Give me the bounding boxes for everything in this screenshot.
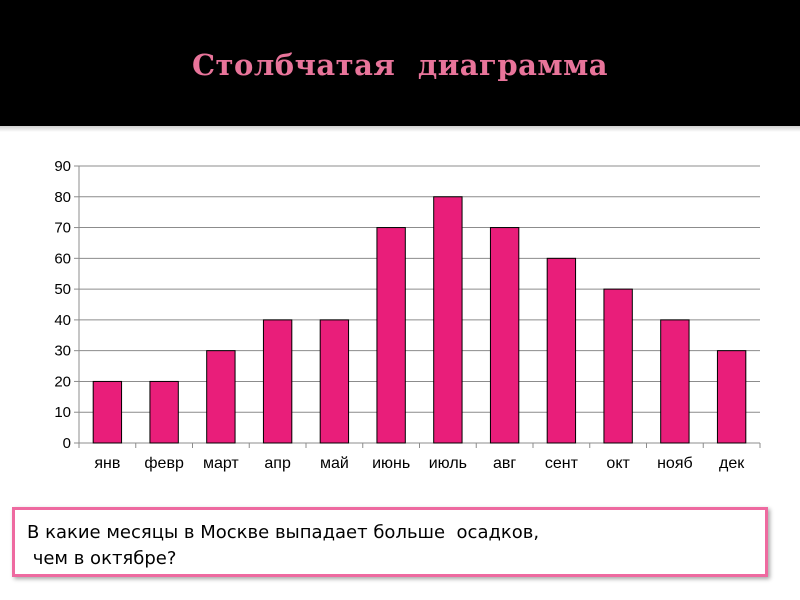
x-tick-label: окт	[606, 455, 630, 472]
bar-10	[603, 288, 633, 444]
x-tick-label: март	[203, 455, 239, 472]
x-tick-label: авг	[493, 455, 516, 472]
y-tick-label: 90	[54, 158, 71, 175]
y-tick-label: 30	[54, 343, 71, 360]
bar-12	[716, 350, 747, 444]
y-tick-label: 50	[54, 281, 71, 298]
bar-chart: 0 10 20 30 40 50 60 70 80 90 янв февр март апр май июнь…	[54, 158, 761, 472]
bar-5	[319, 319, 350, 444]
bar-7	[433, 196, 463, 444]
question-line-1: В какие месяцы в Москве выпадает больше …	[27, 522, 540, 543]
y-tick-label: 60	[54, 250, 71, 267]
y-tick-label: 20	[54, 373, 71, 390]
x-tick-label: дек	[719, 455, 745, 472]
bar-2	[149, 380, 179, 444]
bar-9	[546, 257, 577, 444]
x-tick-label: февр	[144, 455, 184, 472]
y-tick-label: 70	[54, 220, 71, 237]
bar-3	[206, 350, 236, 444]
title-bar	[0, 0, 800, 126]
x-tick-label: сент	[545, 455, 579, 472]
x-tick-label: июнь	[372, 455, 410, 472]
bar-11	[660, 319, 690, 444]
x-tick-label: апр	[264, 455, 291, 472]
x-tick-label: май	[320, 455, 349, 472]
bar-8	[489, 227, 520, 444]
bar-1	[92, 380, 123, 444]
question-box: В какие месяцы в Москве выпадает больше …	[12, 507, 768, 577]
x-tick-label: нояб	[657, 455, 693, 472]
y-tick-label: 0	[63, 435, 71, 452]
y-tick-label: 80	[54, 189, 71, 206]
x-tick-label: июль	[429, 455, 467, 472]
title-divider	[0, 126, 800, 132]
bar-4	[262, 319, 293, 444]
bar-6	[376, 227, 406, 444]
question-line-2: чем в октябре?	[27, 548, 177, 569]
y-tick-label: 40	[54, 312, 71, 329]
x-tick-label: янв	[94, 455, 120, 472]
slide-title: Столбчатая диаграмма	[191, 48, 609, 82]
y-tick-label: 10	[54, 404, 71, 421]
